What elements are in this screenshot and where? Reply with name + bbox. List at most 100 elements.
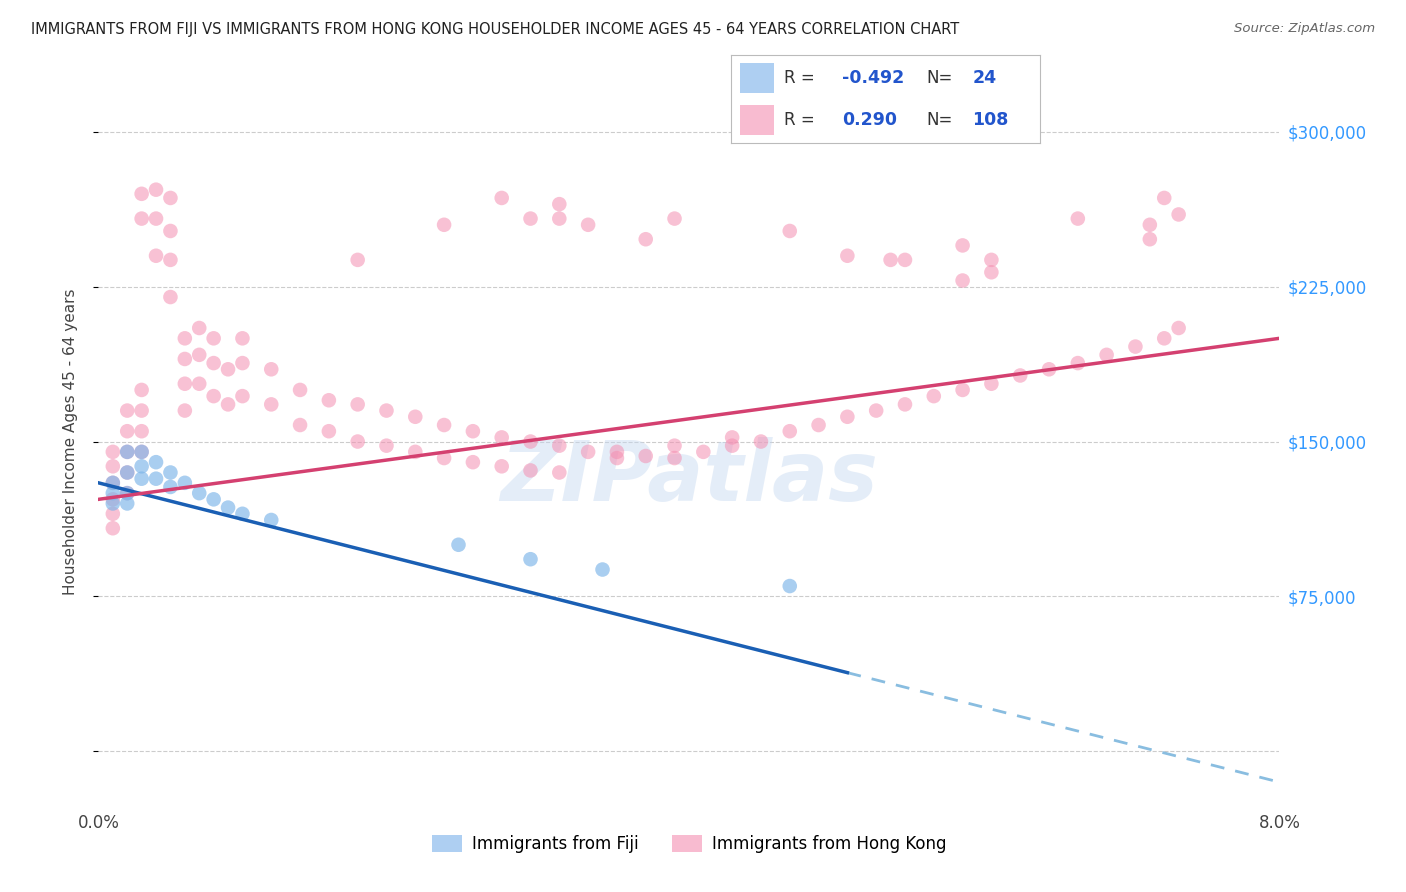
Point [433, 218, 456, 232]
Point [779, 579, 801, 593]
Point [576, 445, 599, 459]
Point [346, 397, 368, 411]
Point [375, 439, 398, 453]
Point [346, 434, 368, 449]
Point [721, 430, 744, 444]
Text: IMMIGRANTS FROM FIJI VS IMMIGRANTS FROM HONG KONG HOUSEHOLDER INCOME AGES 45 - 6: IMMIGRANTS FROM FIJI VS IMMIGRANTS FROM … [31, 22, 959, 37]
Point [217, 397, 239, 411]
Point [1095, 348, 1118, 362]
Point [131, 472, 153, 486]
Point [952, 238, 974, 252]
Point [131, 445, 153, 459]
Point [592, 562, 614, 576]
Point [519, 552, 541, 566]
Point [202, 331, 225, 345]
Point [159, 224, 181, 238]
Point [131, 211, 153, 226]
Text: Source: ZipAtlas.com: Source: ZipAtlas.com [1234, 22, 1375, 36]
Point [131, 383, 153, 397]
Point [447, 538, 470, 552]
Point [404, 445, 426, 459]
Point [922, 389, 945, 403]
Point [318, 393, 340, 408]
Point [260, 513, 283, 527]
Point [188, 376, 211, 391]
Point [288, 417, 311, 432]
Point [231, 356, 253, 370]
Point [461, 455, 484, 469]
Point [1067, 211, 1090, 226]
Point [894, 397, 917, 411]
Point [346, 252, 368, 267]
Point [101, 486, 124, 500]
Point [101, 475, 124, 490]
Point [159, 191, 181, 205]
Point [145, 455, 167, 469]
Point [491, 459, 513, 474]
Point [433, 417, 456, 432]
Point [231, 331, 253, 345]
Point [548, 439, 571, 453]
Point [606, 445, 628, 459]
Point [115, 466, 138, 480]
Point [807, 417, 830, 432]
Point [1038, 362, 1060, 376]
Point [202, 356, 225, 370]
Point [1139, 218, 1161, 232]
Point [202, 492, 225, 507]
Point [606, 451, 628, 466]
Point [131, 424, 153, 438]
Point [1153, 191, 1175, 205]
Point [173, 376, 195, 391]
Text: R =: R = [783, 111, 814, 129]
Point [519, 463, 541, 477]
Point [404, 409, 426, 424]
Point [145, 472, 167, 486]
Point [779, 424, 801, 438]
Point [115, 486, 138, 500]
Point [260, 397, 283, 411]
Point [159, 252, 181, 267]
Point [1167, 207, 1189, 221]
Point [115, 496, 138, 510]
Point [1167, 321, 1189, 335]
Point [461, 424, 484, 438]
Point [375, 403, 398, 417]
Point [101, 496, 124, 510]
Text: 108: 108 [973, 111, 1008, 129]
Point [664, 451, 686, 466]
Text: N=: N= [927, 69, 952, 87]
Point [952, 383, 974, 397]
Point [115, 486, 138, 500]
Point [548, 197, 571, 211]
Point [548, 466, 571, 480]
Point [837, 409, 859, 424]
Point [115, 403, 138, 417]
Point [576, 218, 599, 232]
Point [879, 252, 901, 267]
Point [131, 403, 153, 417]
Point [634, 232, 657, 246]
Point [433, 451, 456, 466]
Point [491, 430, 513, 444]
Point [837, 249, 859, 263]
Point [101, 521, 124, 535]
Point [101, 459, 124, 474]
Point [115, 445, 138, 459]
Point [980, 376, 1002, 391]
Text: -0.492: -0.492 [842, 69, 904, 87]
Point [634, 449, 657, 463]
Text: 0.290: 0.290 [842, 111, 897, 129]
Y-axis label: Householder Income Ages 45 - 64 years: Householder Income Ages 45 - 64 years [63, 288, 77, 595]
Point [131, 186, 153, 201]
Point [188, 486, 211, 500]
Point [980, 252, 1002, 267]
Point [173, 475, 195, 490]
Point [779, 224, 801, 238]
Point [952, 273, 974, 287]
Point [101, 492, 124, 507]
Point [145, 211, 167, 226]
Point [288, 383, 311, 397]
Point [1125, 340, 1147, 354]
Point [231, 507, 253, 521]
